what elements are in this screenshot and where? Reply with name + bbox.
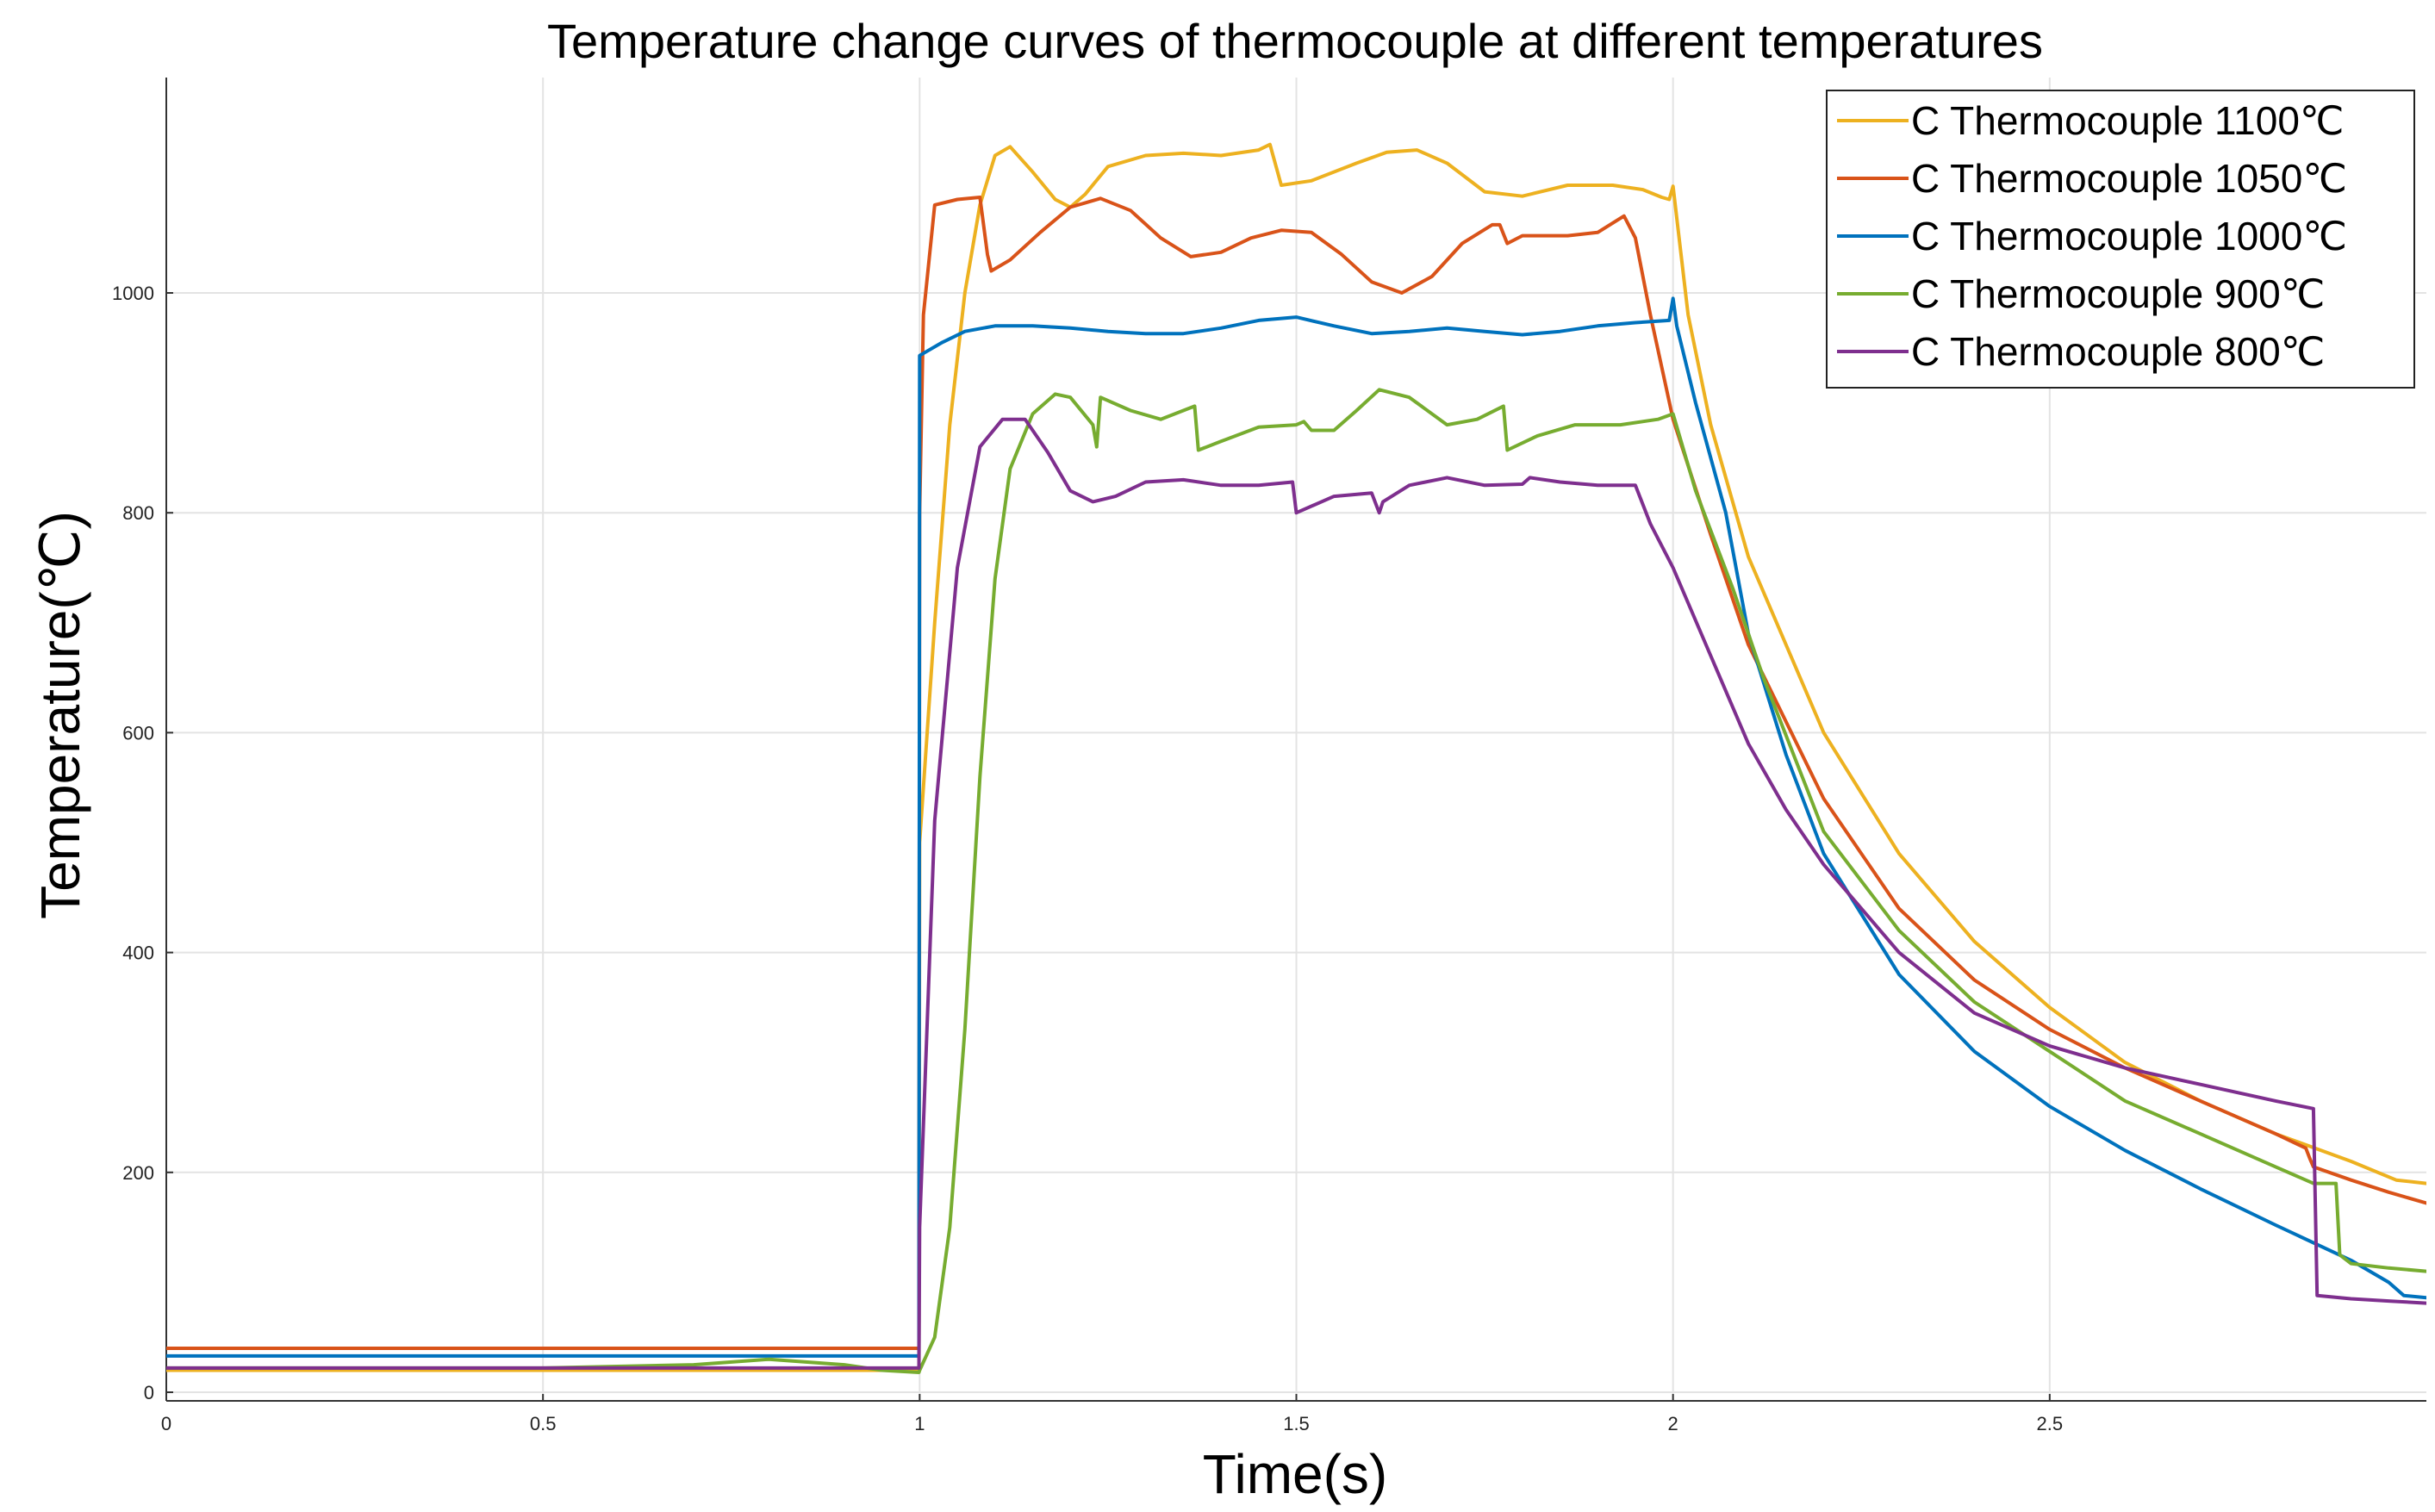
legend-box (1826, 90, 2415, 389)
chart-title: Temperature change curves of thermocoupl… (547, 14, 2043, 68)
legend: C Thermocouple 1100℃ C Thermocouple 1050℃… (1826, 90, 2415, 389)
y-tick-label: 200 (122, 1162, 154, 1184)
y-tick-label: 400 (122, 943, 154, 964)
x-tick-label: 1 (914, 1413, 925, 1434)
series-lines (166, 142, 2426, 1374)
legend-label: C Thermocouple 1100℃ (1911, 98, 2345, 143)
legend-label: C Thermocouple 1050℃ (1911, 156, 2347, 201)
series-line-3 (166, 296, 2426, 1358)
legend-label: C Thermocouple 900℃ (1911, 271, 2325, 316)
y-axis-label: Temperature(℃) (29, 511, 91, 919)
x-axis-label: Time(s) (1203, 1443, 1387, 1505)
series-line-5 (166, 417, 2426, 1370)
tick-labels: 0 0.5 1 1.5 2 2.5 0 200 400 600 800 1000 (112, 283, 2063, 1434)
series-line-1 (166, 142, 2426, 1372)
y-tick-label: 800 (122, 502, 154, 524)
x-tick-label: 0 (161, 1413, 171, 1434)
x-tick-label: 2 (1668, 1413, 1678, 1434)
legend-label: C Thermocouple 800℃ (1911, 329, 2325, 374)
y-tick-label: 1000 (112, 283, 154, 304)
x-tick-label: 0.5 (530, 1413, 557, 1434)
series-line-4 (166, 388, 2426, 1374)
series-line-2 (166, 196, 2426, 1350)
y-tick-label: 0 (144, 1382, 154, 1403)
x-tick-label: 2.5 (2037, 1413, 2064, 1434)
axes (165, 78, 2426, 1402)
y-tick-label: 600 (122, 722, 154, 744)
x-tick-label: 1.5 (1283, 1413, 1310, 1434)
legend-label: C Thermocouple 1000℃ (1911, 214, 2347, 258)
